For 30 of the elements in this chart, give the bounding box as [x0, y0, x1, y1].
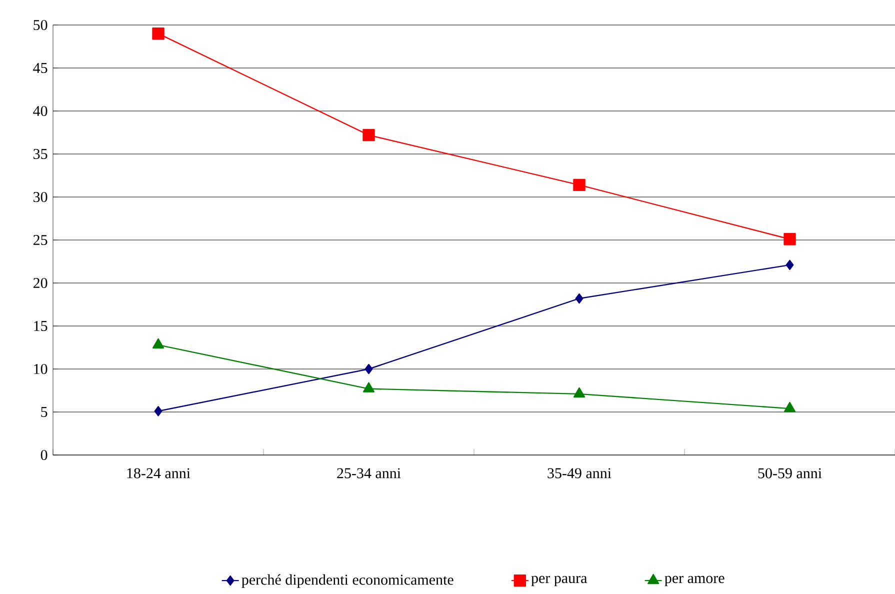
point — [786, 260, 794, 270]
point — [154, 406, 162, 416]
y-tick-label: 30 — [34, 192, 48, 202]
legend-label: perché dipendenti economicamente — [242, 574, 454, 588]
point — [362, 128, 375, 142]
point — [362, 382, 375, 392]
y-tick-label: 35 — [34, 148, 48, 160]
x-tick-label: 18-24 anni — [127, 468, 190, 478]
y-tick-label: 50 — [34, 20, 48, 30]
y-tick-label: 20 — [33, 278, 48, 288]
legend-label: per paura — [531, 576, 588, 586]
y-tick-label: 25 — [33, 234, 48, 246]
point — [784, 233, 796, 246]
y-tick-label: 40 — [33, 106, 48, 116]
point — [364, 364, 373, 374]
x-tick-label: 50-59 anni — [758, 468, 822, 478]
x-tick-label: 35-49 anni — [548, 468, 612, 478]
legend-label: per amore — [664, 576, 724, 586]
y-tick-label: 45 — [33, 62, 48, 73]
x-tick-label: 25-34 anni — [337, 468, 401, 478]
point — [575, 293, 584, 304]
y-tick-label: 15 — [34, 320, 48, 332]
point — [152, 28, 164, 40]
y-tick-label: 10 — [34, 364, 48, 374]
point — [573, 387, 586, 398]
y-tick-label: 5 — [41, 407, 48, 417]
y-tick-label: 0 — [40, 450, 48, 460]
point — [152, 338, 164, 349]
point — [784, 402, 796, 412]
point — [573, 178, 586, 192]
